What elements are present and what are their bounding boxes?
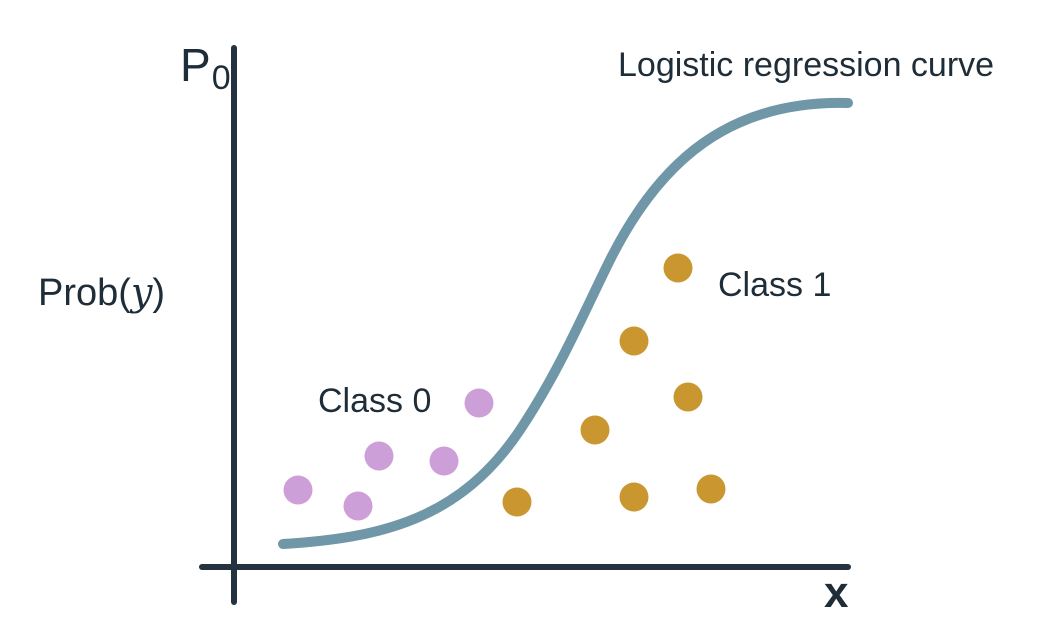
- y-axis-title: P0: [180, 38, 231, 97]
- class1-point-3: [673, 382, 703, 412]
- class1-point-7: [696, 474, 726, 504]
- x-axis-label: x: [824, 568, 849, 617]
- class1-point-4: [580, 415, 610, 445]
- class1-point-2: [619, 326, 649, 356]
- y-axis-label: Prob(y): [38, 270, 165, 315]
- logistic-curve: [278, 97, 853, 549]
- class0-points: [283, 388, 494, 521]
- y-axis-title-main: P: [180, 39, 211, 91]
- y-axis-label-prefix: Prob: [38, 272, 119, 314]
- class0-point-1: [283, 475, 313, 505]
- class1-points: [502, 253, 726, 517]
- class0-point-3: [364, 441, 394, 471]
- class1-label: Class 1: [718, 266, 832, 304]
- y-axis-label-open-paren: (: [118, 272, 131, 314]
- curve-label: Logistic regression curve: [618, 46, 995, 84]
- y-axis-label-variable: y: [130, 270, 153, 314]
- class0-label: Class 0: [318, 382, 432, 420]
- class1-point-6: [619, 482, 649, 512]
- class0-point-2: [343, 491, 373, 521]
- class1-point-5: [502, 487, 532, 517]
- class0-point-5: [464, 388, 494, 418]
- class1-point-1: [663, 253, 693, 283]
- class0-point-4: [429, 446, 459, 476]
- y-axis-title-subscript: 0: [211, 59, 231, 97]
- y-axis-label-close-paren: ): [152, 272, 166, 314]
